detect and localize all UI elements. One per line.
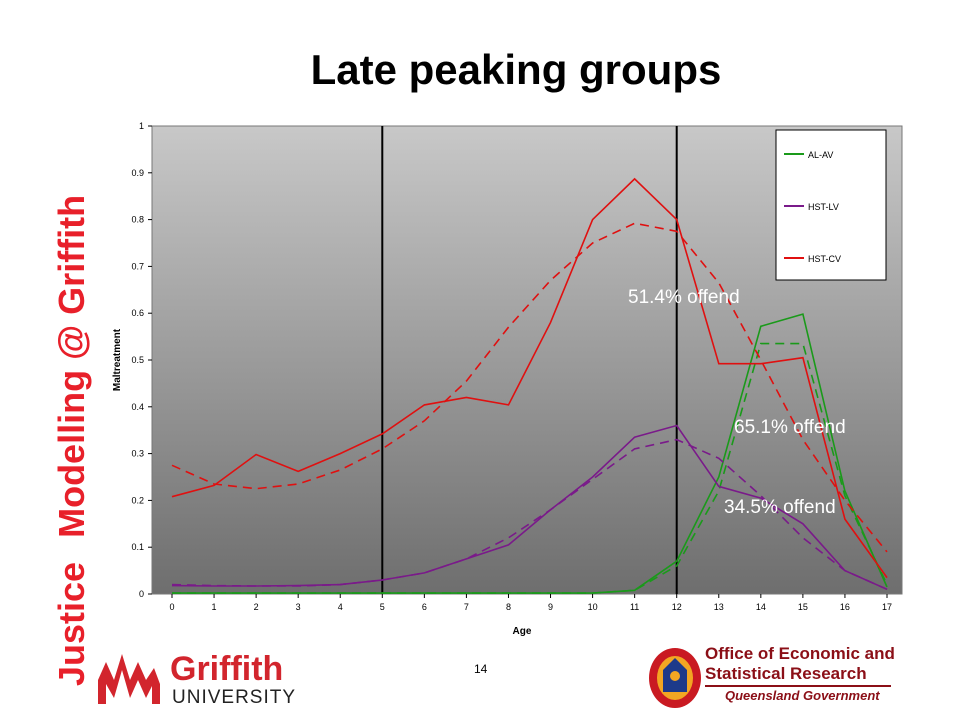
x-tick-label: 15 [798,602,808,612]
page-number: 14 [474,662,488,676]
legend-label: HST-CV [808,254,841,264]
series-line [172,342,888,594]
x-tick-label: 5 [380,602,385,612]
brand-word-modelling: Modelling @ Griffith [51,195,92,538]
x-tick-label: 0 [169,602,174,612]
y-tick-label: 0 [139,589,144,599]
oesr-logo: Office of Economic and Statistical Resea… [645,640,895,712]
x-tick-label: 8 [506,602,511,612]
brand-word-justice: Justice [51,562,92,686]
side-brand: Justice Modelling @ Griffith [48,36,96,691]
x-tick-label: 1 [212,602,217,612]
y-tick-label: 0.7 [131,261,144,271]
y-axis-label: Maltreatment [112,328,123,391]
legend-label: AL-AV [808,150,833,160]
x-tick-label: 17 [882,602,892,612]
x-tick-label: 7 [464,602,469,612]
x-tick-label: 9 [548,602,553,612]
series-layer [171,177,888,594]
series-line [171,424,888,591]
oesr-line-3: Queensland Government [725,688,880,703]
x-tick-label: 6 [422,602,427,612]
svg-text:Justice Modelling @ Grif: Justice Modelling @ Griffith [51,195,92,686]
y-tick-label: 0.2 [131,495,144,505]
annotation-hst-lv: 34.5% offend [724,497,836,518]
y-tick-label: 0.8 [131,215,144,225]
x-axis-label: Age [513,626,532,637]
page-title: Late peaking groups [310,46,722,93]
oesr-line-2: Statistical Research [705,664,867,683]
vertical-markers [381,126,678,594]
queensland-crest-icon [649,648,701,708]
y-axis: 0 0.1 0.2 0.3 0.4 0.5 0.6 0.7 0.8 0.9 1 [131,121,152,599]
y-tick-label: 0.4 [131,402,144,412]
oesr-line-1: Office of Economic and [705,644,895,663]
y-tick-label: 0.3 [131,449,144,459]
x-tick-label: 3 [296,602,301,612]
x-tick-label: 4 [338,602,343,612]
legend-label: HST-LV [808,202,839,212]
x-tick-label: 2 [254,602,259,612]
x-tick-label: 10 [588,602,598,612]
x-axis: 0 1 2 3 4 5 6 7 8 9 10 11 12 13 14 15 16 17 [169,594,892,612]
annotation-al-av: 65.1% offend [734,417,846,438]
griffith-emblem-icon: Griffith UNIVERSITY [98,650,296,708]
griffith-logo: Griffith UNIVERSITY [92,640,332,712]
legend: AL-AV HST-LV HST-CV [775,129,887,281]
x-tick-label: 16 [840,602,850,612]
y-tick-label: 0.1 [131,542,144,552]
series-line [171,177,888,579]
x-tick-label: 11 [630,602,639,612]
x-tick-label: 12 [672,602,682,612]
y-tick-label: 0.5 [131,355,144,365]
university-wordmark: UNIVERSITY [172,687,296,708]
series-line [171,222,888,553]
oesr-underline [705,685,891,687]
annotation-hst-cv: 51.4% offend [628,287,740,308]
griffith-wordmark: Griffith [170,650,283,688]
x-tick-label: 14 [756,602,766,612]
y-tick-label: 1 [139,121,144,131]
series-line [172,313,888,594]
y-tick-label: 0.9 [131,168,144,178]
y-tick-label: 0.6 [131,308,144,318]
x-tick-label: 13 [714,602,724,612]
